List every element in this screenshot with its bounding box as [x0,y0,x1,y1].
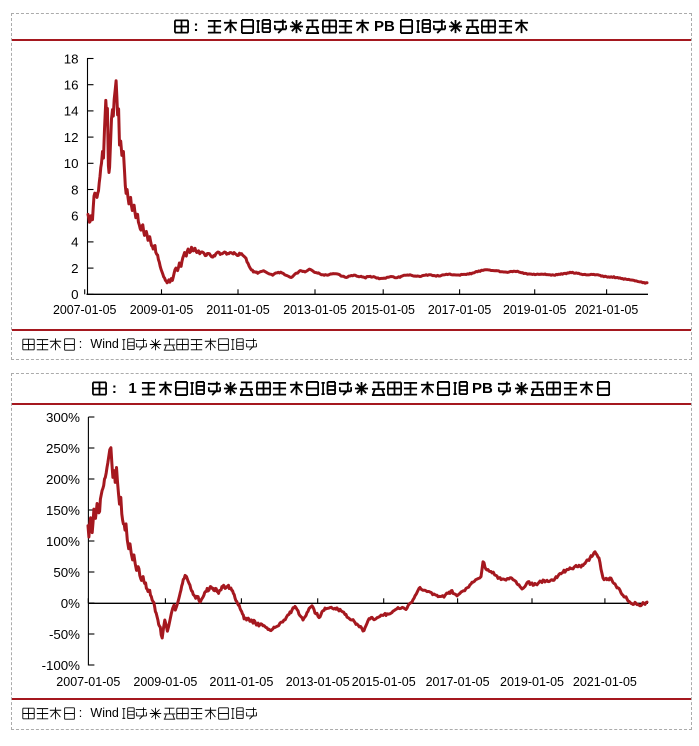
svg-text:300%: 300% [46,410,80,425]
svg-text:16: 16 [64,78,79,93]
svg-text:2017-01-05: 2017-01-05 [428,302,492,317]
svg-text:2019-01-05: 2019-01-05 [500,674,564,689]
svg-text:6: 6 [71,209,78,224]
svg-text:2013-01-05: 2013-01-05 [283,302,347,317]
svg-text:2021-01-05: 2021-01-05 [573,674,637,689]
svg-text:0%: 0% [61,596,80,611]
svg-text:8: 8 [71,182,78,197]
svg-text:18: 18 [64,51,79,66]
svg-text:2013-01-05: 2013-01-05 [286,674,350,689]
svg-text:10: 10 [64,156,79,171]
svg-text:4: 4 [71,235,78,250]
svg-text:150%: 150% [46,503,80,518]
svg-text:2021-01-05: 2021-01-05 [575,302,639,317]
svg-text:2011-01-05: 2011-01-05 [209,674,273,689]
svg-text:2007-01-05: 2007-01-05 [53,302,117,317]
svg-text:2011-01-05: 2011-01-05 [206,302,270,317]
svg-text:50%: 50% [53,565,80,580]
svg-text:0: 0 [71,287,78,302]
svg-text:2019-01-05: 2019-01-05 [503,302,567,317]
svg-text:2017-01-05: 2017-01-05 [426,674,490,689]
svg-text:200%: 200% [46,472,80,487]
svg-text:12: 12 [64,130,79,145]
svg-text:2015-01-05: 2015-01-05 [352,674,416,689]
svg-text:250%: 250% [46,441,80,456]
svg-text:100%: 100% [46,534,80,549]
svg-text:-100%: -100% [42,658,81,673]
svg-text:2007-01-05: 2007-01-05 [56,674,120,689]
svg-text:2: 2 [71,261,78,276]
svg-text:-50%: -50% [49,627,80,642]
svg-text:2015-01-05: 2015-01-05 [351,302,415,317]
svg-text:2009-01-05: 2009-01-05 [133,674,197,689]
svg-text:2009-01-05: 2009-01-05 [130,302,194,317]
svg-text:14: 14 [64,104,79,119]
